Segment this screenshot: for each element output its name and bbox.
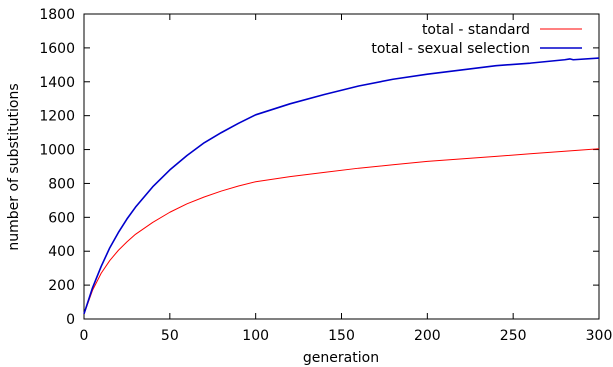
series-lines [83,57,600,315]
x-axis-label: generation [303,350,379,366]
y-tick-label: 1800 [39,7,75,23]
series-line-1 [83,148,600,315]
x-tick-label: 150 [328,328,355,344]
x-tick-label: 100 [242,328,269,344]
x-tick-label: 50 [161,328,179,344]
y-tick-label: 1400 [39,75,75,91]
x-tick-label: 250 [500,328,527,344]
y-axis-ticks: 0 200 400 600 800 1000 1200 1400 1600 1800 [39,7,599,328]
y-tick-label: 600 [48,210,75,226]
y-tick-label: 1200 [39,109,75,125]
plot-border [83,13,600,320]
y-tick-label: 0 [66,312,75,328]
y-tick-label: 200 [48,278,75,294]
x-tick-label: 300 [586,328,613,344]
x-tick-label: 0 [80,328,89,344]
y-tick-label: 1000 [39,143,75,159]
plot-frame [83,13,600,320]
y-axis-label: number of substitutions [6,83,22,250]
legend-label-2: total - sexual selection [371,41,530,57]
y-tick-label: 400 [48,244,75,260]
x-axis-ticks: 0 50 100 150 200 250 300 [80,14,613,344]
legend-label-1: total - standard [422,22,530,38]
y-tick-label: 800 [48,176,75,192]
legend: total - standard total - sexual selection [371,22,582,57]
series-line-2 [83,57,600,315]
y-tick-label: 1600 [39,41,75,57]
x-tick-label: 200 [414,328,441,344]
